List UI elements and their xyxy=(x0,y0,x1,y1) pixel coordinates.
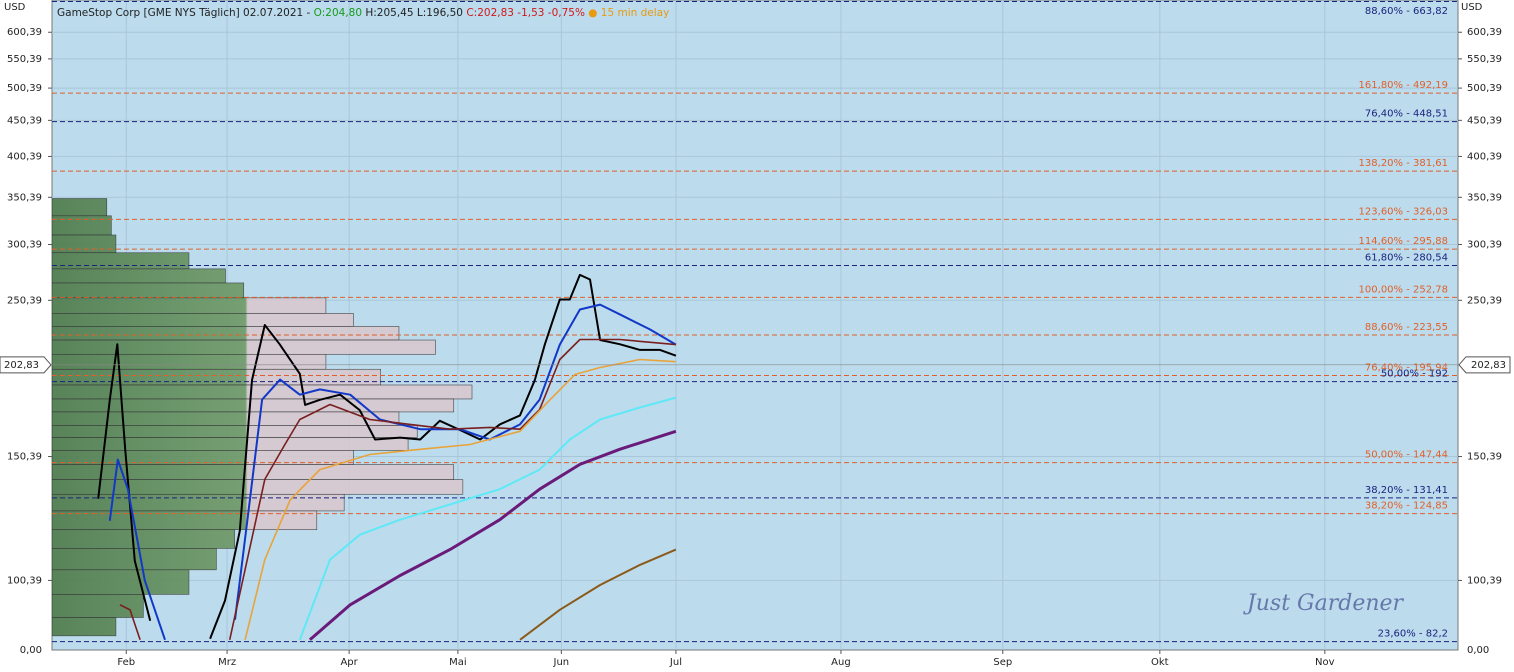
volume-profile-bar xyxy=(52,326,400,341)
x-tick-label: Jun xyxy=(553,657,570,668)
fib-label: 61,80% - 280,54 xyxy=(1365,252,1448,263)
y-tick-label: 400,39 xyxy=(1467,151,1502,162)
plot-layer xyxy=(52,0,1458,650)
y-tick-label: 500,39 xyxy=(7,83,42,94)
volume-profile-bar xyxy=(52,282,245,299)
y-tick-label: 600,39 xyxy=(7,27,42,38)
volume-profile-bar xyxy=(52,234,117,254)
header-close: C:202,83 -1,53 -0,75% xyxy=(466,7,585,19)
y-tick-label: 250,39 xyxy=(7,295,42,306)
volume-profile-bar xyxy=(52,368,381,386)
x-tick-label: Apr xyxy=(340,657,358,668)
header-high-low: H:205,45 L:196,50 xyxy=(362,7,466,19)
y-tick-label: 500,39 xyxy=(1467,83,1502,94)
header-name: GameStop Corp [GME NYS Täglich] 02.07.20… xyxy=(57,7,314,19)
x-tick-label: Okt xyxy=(1151,657,1169,668)
y-tick-label: 250,39 xyxy=(1467,295,1502,306)
x-tick-label: Feb xyxy=(117,657,135,668)
volume-profile-bar xyxy=(52,313,354,327)
fib-label: 76,40% - 448,51 xyxy=(1365,109,1448,120)
x-tick-label: Sep xyxy=(993,657,1012,668)
fib-label: 23,60% - 82,2 xyxy=(1378,629,1448,640)
fib-label: 38,20% - 131,41 xyxy=(1365,485,1448,496)
y-tick-label: 550,39 xyxy=(1467,54,1502,65)
x-tick-label: Mai xyxy=(449,657,467,668)
volume-profile-bar xyxy=(52,569,190,595)
header-delay: ● 15 min delay xyxy=(585,7,669,19)
y-tick-label: 150,39 xyxy=(7,452,42,463)
price-tag-label: 202,83 xyxy=(1471,360,1506,371)
series-line xyxy=(308,429,677,641)
fib-label: 114,60% - 295,88 xyxy=(1359,236,1448,247)
y-tick-label: 450,39 xyxy=(1467,115,1502,126)
fib-label: 161,80% - 492,19 xyxy=(1359,80,1448,91)
fib-label: 76,40% - 195,94 xyxy=(1365,362,1448,373)
watermark: Just Gardener xyxy=(1243,591,1405,616)
y-tick-label: 100,39 xyxy=(7,575,42,586)
y-tick-label: 150,39 xyxy=(1467,452,1502,463)
fib-label: 38,20% - 124,85 xyxy=(1365,501,1448,512)
price-tag xyxy=(1458,356,1511,374)
floor-label: 0,00 xyxy=(20,645,42,656)
volume-profile-bar xyxy=(52,353,327,370)
series-line xyxy=(119,338,676,641)
volume-profile-bar xyxy=(52,384,473,400)
fib-label: 100,00% - 252,78 xyxy=(1359,284,1448,295)
volume-profile-bar xyxy=(52,215,112,236)
x-tick-label: Aug xyxy=(831,657,851,668)
price-tag xyxy=(0,356,52,374)
fib-label: 123,60% - 326,03 xyxy=(1359,206,1448,217)
y-tick-label: 100,39 xyxy=(1467,575,1502,586)
y-tick-label: 350,39 xyxy=(1467,192,1502,203)
currency-left: USD xyxy=(4,2,26,13)
y-tick-label: 550,39 xyxy=(7,54,42,65)
header: GameStop Corp [GME NYS Täglich] 02.07.20… xyxy=(57,7,669,19)
x-tick-label: Nov xyxy=(1315,657,1335,668)
volume-profile-bar xyxy=(52,617,117,637)
fib-label: 88,60% - 223,55 xyxy=(1365,322,1448,333)
x-tick-label: Mrz xyxy=(218,657,236,668)
fib-label: 50,00% - 192 xyxy=(1381,369,1448,380)
volume-profile-bar xyxy=(52,493,345,512)
volume-profile-bar xyxy=(52,252,190,270)
y-tick-label: 450,39 xyxy=(7,115,42,126)
y-tick-label: 600,39 xyxy=(1467,27,1502,38)
volume-profile-bar xyxy=(52,594,144,618)
series-line xyxy=(298,396,677,641)
x-tick-label: Jul xyxy=(669,657,682,668)
series-line xyxy=(519,548,677,641)
y-tick-label: 300,39 xyxy=(1467,239,1502,250)
y-tick-label: 400,39 xyxy=(7,151,42,162)
series-line xyxy=(97,273,677,640)
overlay-layer: 88,60% - 663,82 161,80% - 492,19 76,40% - … xyxy=(1359,6,1448,640)
volume-profile-bar xyxy=(52,198,108,217)
fib-label: 50,00% - 147,44 xyxy=(1365,450,1448,461)
volume-profile-bar xyxy=(52,297,327,314)
fib-label: 138,20% - 381,61 xyxy=(1359,158,1448,169)
volume-profile-bar xyxy=(52,398,455,413)
volume-profile-bar xyxy=(52,529,235,549)
y-tick-label: 300,39 xyxy=(7,239,42,250)
y-tick-label: 350,39 xyxy=(7,192,42,203)
price-tag-label: 202,83 xyxy=(4,360,39,371)
volume-profile-bar xyxy=(52,268,226,284)
floor-label: 0,00 xyxy=(1467,645,1489,656)
volume-profile-bar xyxy=(52,411,400,426)
currency-right: USD xyxy=(1461,2,1483,13)
volume-profile-bar xyxy=(52,339,436,355)
series-line xyxy=(244,358,676,640)
fib-label: 88,60% - 663,82 xyxy=(1365,6,1448,17)
header-open: O:204,80 xyxy=(314,7,362,19)
